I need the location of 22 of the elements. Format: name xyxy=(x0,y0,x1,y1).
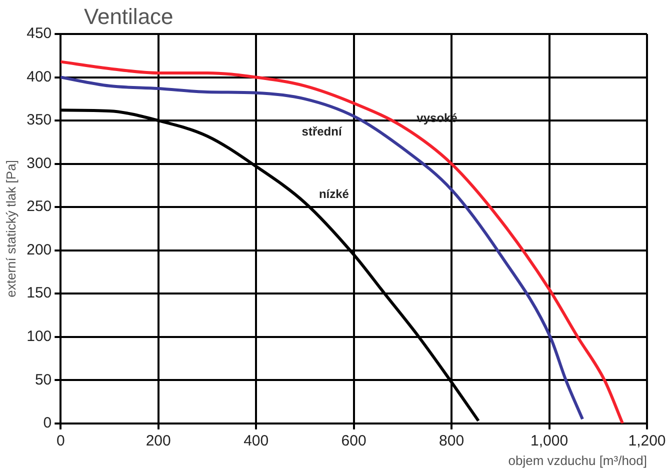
x-tick-label: 1,000 xyxy=(530,432,568,450)
x-tick-label: 600 xyxy=(341,432,366,450)
series-label: střední xyxy=(302,124,342,139)
y-tick-label: 400 xyxy=(26,68,52,86)
x-tick-label: 800 xyxy=(439,432,464,450)
y-tick-label: 250 xyxy=(26,198,52,216)
y-tick-label: 450 xyxy=(26,25,52,42)
y-tick-label: 50 xyxy=(34,371,52,388)
y-tick-label: 300 xyxy=(26,154,52,172)
x-tick-label: 400 xyxy=(244,432,269,450)
y-tick-label: 350 xyxy=(26,112,52,129)
x-tick-label: 200 xyxy=(146,432,171,450)
x-axis-title: objem vzduchu [m³/hod] xyxy=(508,452,647,468)
y-tick-label: 0 xyxy=(43,414,52,432)
chart-title: Ventilace xyxy=(84,4,174,30)
y-tick-label: 150 xyxy=(26,284,52,302)
y-axis-title: externí statický tlak [Pa] xyxy=(3,160,18,298)
x-tick-label: 0 xyxy=(56,432,65,450)
y-tick-label: 100 xyxy=(26,328,52,346)
x-tick-label: 1,200 xyxy=(628,432,666,450)
y-tick-label: 200 xyxy=(26,241,52,258)
series-label: nízké xyxy=(318,187,350,202)
